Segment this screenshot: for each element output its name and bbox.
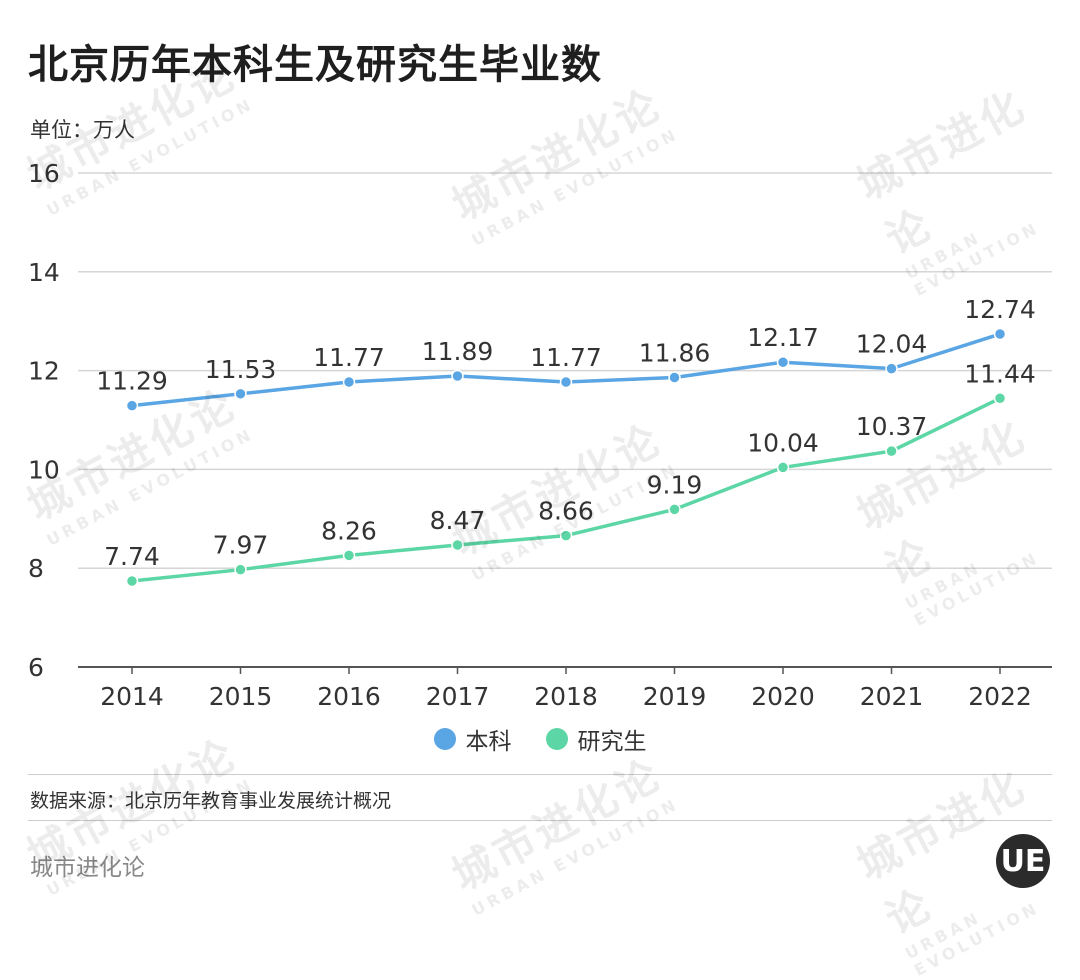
data-label-graduate: 8.66 [538,497,594,526]
data-source: 数据来源：北京历年教育事业发展统计概况 [30,790,392,812]
chart-title: 北京历年本科生及研究生毕业数 [28,42,602,88]
x-tick-label: 2018 [534,682,598,711]
watermark: 城市进化论 URBAN EVOLUTION [444,749,683,920]
x-tick-label: 2019 [643,682,707,711]
data-point-graduate [668,503,681,516]
y-tick-label: 10 [28,455,60,484]
data-point-graduate [559,529,573,542]
data-point-graduate [234,563,247,576]
data-point-undergrad [993,327,1007,341]
x-tick-label: 2017 [426,682,490,711]
data-label-graduate: 10.37 [856,412,928,441]
data-point-undergrad [234,387,247,401]
legend-marker-undergrad [433,728,456,750]
brand-name: 城市进化论 [30,855,145,881]
data-label-undergrad: 12.04 [856,330,928,359]
data-label-undergrad: 11.86 [639,339,711,368]
x-tick-label: 2021 [860,682,924,711]
data-point-undergrad [125,399,139,412]
divider-bottom [28,820,1052,821]
data-label-undergrad: 11.29 [96,367,168,396]
data-point-graduate [776,461,790,474]
data-label-graduate: 11.44 [964,359,1036,388]
data-point-graduate [125,574,139,588]
legend-label-graduate: 研究生 [577,729,647,755]
divider-top [28,774,1052,775]
data-label-graduate: 7.74 [104,542,160,571]
data-label-undergrad: 11.77 [313,343,385,372]
legend: 本科 研究生 [0,722,1080,756]
data-label-undergrad: 12.74 [964,295,1036,324]
data-label-graduate: 10.04 [747,428,819,457]
legend-item-graduate[interactable]: 研究生 [545,722,647,756]
x-tick-label: 2016 [317,682,381,711]
data-label-graduate: 7.97 [213,531,269,560]
data-label-graduate: 8.26 [321,516,377,545]
data-point-undergrad [342,375,356,389]
data-point-undergrad [668,371,681,384]
unit-label: 单位：万人 [30,118,135,142]
legend-label-undergrad: 本科 [465,729,512,755]
data-label-undergrad: 11.53 [205,355,277,384]
data-label-undergrad: 12.17 [747,323,819,352]
brand-logo-text: UE [1000,843,1046,879]
y-tick-label: 14 [28,258,60,287]
data-label-graduate: 8.47 [430,506,486,535]
x-tick-label: 2022 [968,682,1032,711]
data-point-undergrad [776,355,790,369]
line-chart: 6 8 10 12 14 16 2014 2015 2016 2017 2018 2019 2020 20… [28,159,1052,711]
x-tick-label: 2014 [100,682,164,711]
legend-marker-graduate [545,728,568,750]
data-point-graduate [885,444,898,458]
data-point-graduate [451,538,464,552]
data-label-undergrad: 11.89 [422,337,494,366]
y-tick-label: 6 [28,653,44,682]
legend-item-undergrad[interactable]: 本科 [433,722,512,756]
y-tick-label: 16 [28,159,60,188]
y-tick-label: 12 [28,357,60,386]
y-tick-label: 8 [28,554,44,583]
x-tick-label: 2020 [751,682,815,711]
data-point-graduate [342,549,356,562]
brand-logo: UE [996,834,1050,888]
data-label-graduate: 9.19 [647,470,703,499]
x-tick-label: 2015 [209,682,273,711]
data-label-undergrad: 11.77 [530,343,602,372]
data-point-graduate [993,392,1007,405]
data-point-undergrad [885,362,898,375]
data-point-undergrad [559,375,573,389]
data-point-undergrad [451,369,464,383]
